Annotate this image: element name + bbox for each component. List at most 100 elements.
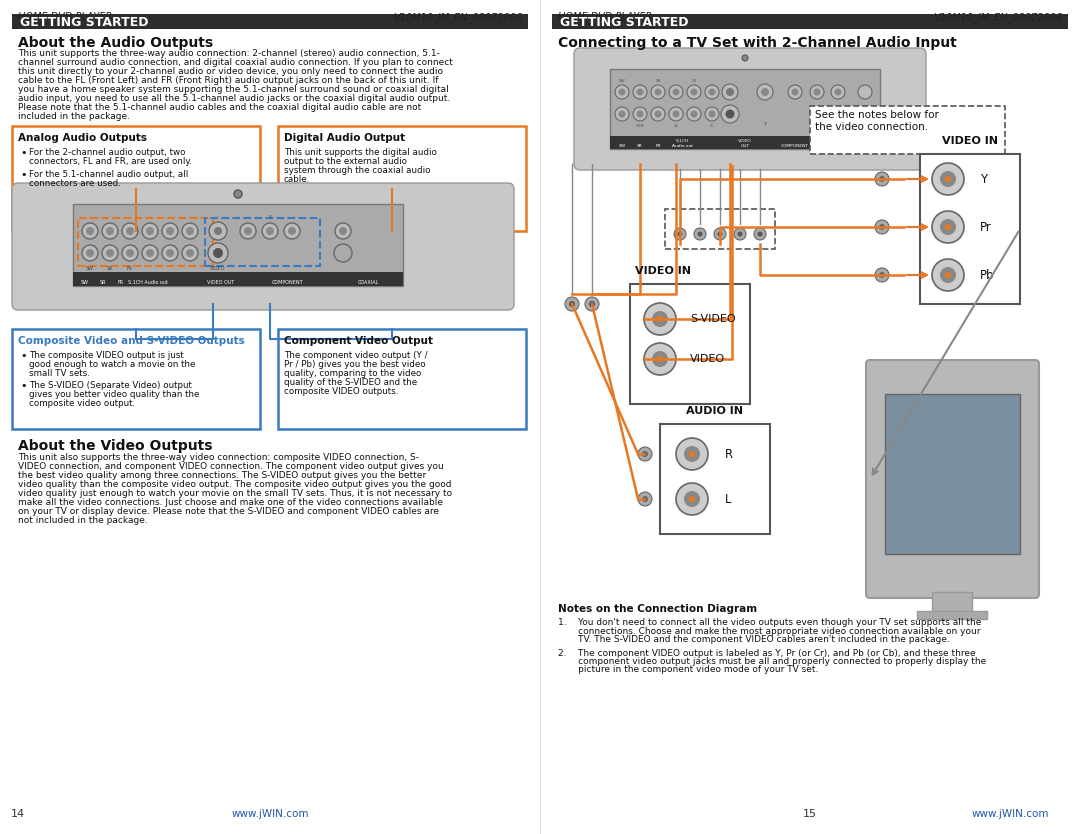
Text: SR: SR <box>107 266 113 271</box>
Circle shape <box>694 228 706 240</box>
Circle shape <box>565 297 579 311</box>
Circle shape <box>717 232 723 237</box>
Circle shape <box>813 88 821 96</box>
Circle shape <box>122 223 138 239</box>
Text: composite VIDEO outputs.: composite VIDEO outputs. <box>284 387 399 396</box>
Circle shape <box>673 110 679 118</box>
Circle shape <box>858 85 872 99</box>
Text: 2.    The component VIDEO output is labeled as Y, Pr (or Cr), and Pb (or Cb), an: 2. The component VIDEO output is labeled… <box>558 649 975 657</box>
Text: SW: SW <box>81 280 89 285</box>
FancyBboxPatch shape <box>278 126 526 231</box>
Circle shape <box>102 245 118 261</box>
Circle shape <box>858 106 873 122</box>
Text: SW: SW <box>619 79 625 83</box>
Text: quality of the S-VIDEO and the: quality of the S-VIDEO and the <box>284 378 417 387</box>
Circle shape <box>652 311 669 327</box>
Text: CEN: CEN <box>636 124 645 128</box>
Text: 1.    You don't need to connect all the video outputs even though your TV set su: 1. You don't need to connect all the vid… <box>558 618 982 627</box>
Circle shape <box>677 232 683 237</box>
Circle shape <box>146 249 154 257</box>
Circle shape <box>687 107 701 121</box>
Circle shape <box>186 249 194 257</box>
Circle shape <box>674 228 686 240</box>
Text: Notes on the Connection Diagram: Notes on the Connection Diagram <box>558 604 757 614</box>
FancyBboxPatch shape <box>573 48 926 170</box>
Circle shape <box>875 268 889 282</box>
Text: S.1CH Audio out: S.1CH Audio out <box>129 280 168 285</box>
Text: Y: Y <box>764 122 767 127</box>
Circle shape <box>262 223 278 239</box>
Circle shape <box>146 227 154 235</box>
Circle shape <box>708 110 715 118</box>
Text: •: • <box>21 381 27 391</box>
Circle shape <box>875 220 889 234</box>
Circle shape <box>945 272 951 278</box>
Circle shape <box>244 227 252 235</box>
Text: COMPONENT: COMPONENT <box>781 144 809 148</box>
Circle shape <box>615 107 629 121</box>
Text: For the 2-channel audio output, two: For the 2-channel audio output, two <box>29 148 186 157</box>
Text: About the Audio Outputs: About the Audio Outputs <box>18 36 213 50</box>
Circle shape <box>102 223 118 239</box>
Text: See the notes below for
the video connection.: See the notes below for the video connec… <box>815 110 939 132</box>
Circle shape <box>162 223 178 239</box>
Circle shape <box>213 248 222 258</box>
Circle shape <box>723 84 738 100</box>
Circle shape <box>335 223 351 239</box>
Text: COAXIAL: COAXIAL <box>357 280 379 285</box>
Text: •: • <box>21 170 27 180</box>
Text: Pr / Pb) gives you the best video: Pr / Pb) gives you the best video <box>284 360 426 369</box>
Circle shape <box>705 85 719 99</box>
Text: FR: FR <box>118 280 124 285</box>
Circle shape <box>757 232 762 237</box>
Text: 14: 14 <box>11 809 25 819</box>
Circle shape <box>636 110 644 118</box>
Text: composite video output.: composite video output. <box>29 399 135 408</box>
Text: on your TV or display device. Please note that the S-VIDEO and component VIDEO c: on your TV or display device. Please not… <box>18 507 438 516</box>
Circle shape <box>644 343 676 375</box>
Circle shape <box>122 245 138 261</box>
Circle shape <box>669 85 683 99</box>
Circle shape <box>940 219 956 235</box>
Text: R: R <box>725 448 733 460</box>
Text: TV. The S-VIDEO and the component VIDEO cables aren't included in the package.: TV. The S-VIDEO and the component VIDEO … <box>558 635 950 644</box>
Text: Y: Y <box>269 215 271 220</box>
Circle shape <box>698 232 702 237</box>
Text: COMPONENT: COMPONENT <box>272 280 303 285</box>
Text: connectors are used.: connectors are used. <box>29 179 121 188</box>
Text: 15: 15 <box>804 809 816 819</box>
Circle shape <box>721 105 739 123</box>
Text: S.1CH
Audio out: S.1CH Audio out <box>672 139 692 148</box>
Circle shape <box>684 446 700 462</box>
Text: SR: SR <box>99 280 106 285</box>
Circle shape <box>210 222 227 240</box>
Text: small TV sets.: small TV sets. <box>29 369 90 378</box>
Circle shape <box>141 223 158 239</box>
Text: GETTING STARTED: GETTING STARTED <box>561 16 689 28</box>
Text: this unit directly to your 2-channel audio or video device, you only need to con: this unit directly to your 2-channel aud… <box>18 67 443 76</box>
Text: HOME DVD PLAYER: HOME DVD PLAYER <box>18 12 112 22</box>
Circle shape <box>240 223 256 239</box>
Text: FR: FR <box>691 79 697 83</box>
Circle shape <box>162 245 178 261</box>
Text: Component Video Output: Component Video Output <box>284 336 433 346</box>
Text: VIDEO: VIDEO <box>690 354 725 364</box>
Circle shape <box>126 227 134 235</box>
Circle shape <box>636 88 644 96</box>
Circle shape <box>638 492 652 506</box>
Text: Digital Audio Output: Digital Audio Output <box>284 133 405 143</box>
Text: you have a home speaker system supporting the 5.1-channel surround sound or coax: you have a home speaker system supportin… <box>18 85 449 94</box>
FancyBboxPatch shape <box>917 611 987 619</box>
FancyBboxPatch shape <box>810 106 1005 154</box>
Circle shape <box>166 227 174 235</box>
Circle shape <box>186 227 194 235</box>
Text: the best video quality among three connections. The S-VIDEO output gives you the: the best video quality among three conne… <box>18 471 427 480</box>
Text: connectors, FL and FR, are used only.: connectors, FL and FR, are used only. <box>29 157 192 166</box>
Circle shape <box>734 228 746 240</box>
Circle shape <box>654 88 661 96</box>
Text: component video output jacks must be all and properly connected to properly disp: component video output jacks must be all… <box>558 657 986 666</box>
Text: connections. Choose and make the most appropriate video connection available on : connections. Choose and make the most ap… <box>558 626 981 636</box>
Text: L: L <box>725 493 731 505</box>
Text: AUDIO IN: AUDIO IN <box>687 406 743 416</box>
Circle shape <box>788 85 802 99</box>
